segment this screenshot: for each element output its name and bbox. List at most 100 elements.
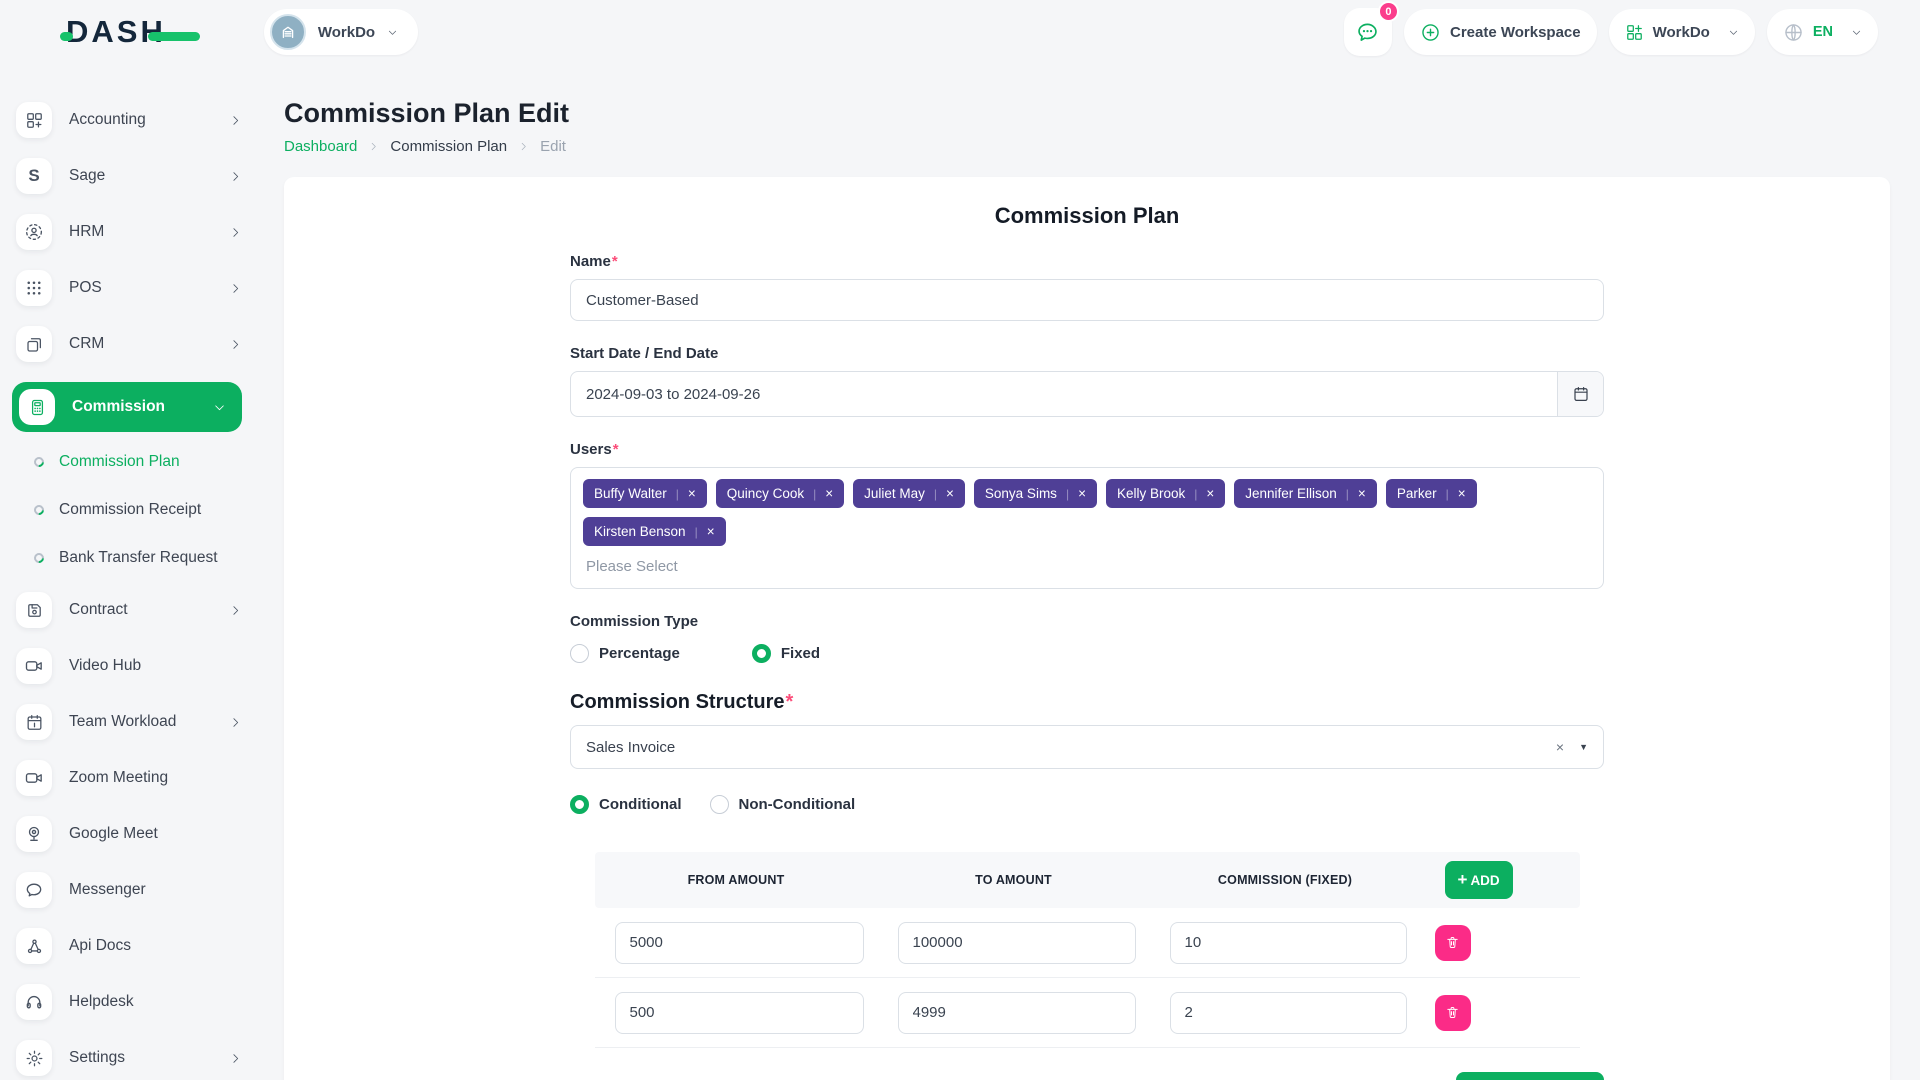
top-header: DASH WorkDo 0 Create Workspace — [0, 0, 1920, 64]
breadcrumb-dashboard-link[interactable]: Dashboard — [284, 138, 358, 155]
header-actions: 0 Create Workspace WorkDo EN — [1343, 1, 1878, 56]
to-amount-field[interactable] — [897, 921, 1136, 964]
from-amount-field[interactable] — [614, 991, 864, 1034]
remove-tag-icon[interactable]: × — [825, 485, 834, 501]
sidebar-label: HRM — [69, 223, 105, 240]
remove-tag-icon[interactable]: × — [1357, 485, 1366, 501]
create-workspace-button[interactable]: Create Workspace — [1403, 9, 1597, 55]
sidebar-item-zoom-meeting[interactable]: Zoom Meeting — [16, 760, 242, 796]
table-row — [594, 908, 1580, 978]
name-label: Name* — [570, 253, 618, 270]
workspace-avatar — [269, 14, 306, 50]
calendar-icon — [16, 704, 52, 740]
commission-plan-card: Commission Plan Name* Start Date / End D… — [284, 177, 1890, 1080]
radio-conditional[interactable]: Conditional — [570, 795, 682, 814]
radio-fixed[interactable]: Fixed — [751, 644, 820, 663]
structure-select[interactable]: Sales Invoice × ▼ — [570, 725, 1604, 769]
chat-bubble-icon — [16, 872, 52, 908]
chevron-right-icon — [229, 1052, 242, 1065]
remove-tag-icon[interactable]: × — [1206, 485, 1215, 501]
remove-tag-icon[interactable]: × — [706, 523, 715, 539]
sidebar-item-accounting[interactable]: Accounting — [16, 102, 242, 138]
column-header-to-amount: TO AMOUNT — [975, 873, 1052, 887]
bullet-icon — [31, 454, 47, 469]
sidebar-item-video-hub[interactable]: Video Hub — [16, 648, 242, 684]
column-header-commission: COMMISSION (FIXED) — [1217, 873, 1353, 887]
sidebar-subitem-commission-plan[interactable]: Commission Plan — [31, 448, 260, 475]
sidebar-item-api-docs[interactable]: Api Docs — [16, 928, 242, 964]
sidebar-item-commission[interactable]: Commission — [12, 382, 242, 432]
logo-text: DASH — [66, 14, 166, 49]
sidebar-item-pos[interactable]: POS — [16, 270, 242, 306]
breadcrumb: Dashboard Commission Plan Edit — [284, 138, 1890, 155]
to-amount-field[interactable] — [897, 991, 1136, 1034]
grid-plus-icon — [1625, 23, 1644, 42]
sidebar-item-hrm[interactable]: HRM — [16, 214, 242, 250]
remove-tag-icon[interactable]: × — [946, 485, 954, 501]
add-row-button[interactable]: + ADD — [1444, 861, 1513, 899]
globe-icon — [1783, 22, 1804, 43]
chevron-right-icon — [229, 716, 242, 729]
calendar-icon — [1573, 386, 1588, 401]
sidebar-item-crm[interactable]: CRM — [16, 326, 242, 362]
language-selector[interactable]: EN — [1766, 9, 1878, 55]
name-field[interactable] — [570, 279, 1604, 321]
radio-on-icon — [570, 795, 589, 814]
radio-off-icon — [570, 644, 589, 663]
remove-tag-icon[interactable]: × — [687, 485, 696, 501]
sidebar-subitem-commission-receipt[interactable]: Commission Receipt — [31, 496, 260, 523]
video-camera-icon — [16, 648, 52, 684]
users-label: Users* — [570, 441, 619, 458]
sidebar-item-google-meet[interactable]: Google Meet — [16, 816, 242, 852]
webcam-icon — [16, 816, 52, 852]
workspace-selector[interactable]: WorkDo — [263, 9, 419, 55]
date-range-field[interactable] — [571, 372, 1557, 416]
sidebar-item-sage[interactable]: S Sage — [16, 158, 242, 194]
select-caret-icon[interactable]: ▼ — [1579, 742, 1588, 752]
chevron-down-icon — [1851, 27, 1862, 38]
structure-select-value: Sales Invoice — [586, 738, 676, 756]
messages-button[interactable]: 0 — [1343, 1, 1399, 56]
app-menu-button[interactable]: WorkDo — [1608, 9, 1755, 55]
calculator-icon — [19, 389, 55, 425]
sidebar-item-settings[interactable]: Settings — [16, 1040, 242, 1076]
breadcrumb-commission-plan-link[interactable]: Commission Plan — [390, 138, 508, 155]
radio-percentage[interactable]: Percentage — [570, 644, 680, 663]
sidebar-label: Google Meet — [69, 825, 158, 842]
sidebar-item-helpdesk[interactable]: Helpdesk — [16, 984, 242, 1020]
remove-tag-icon[interactable]: × — [1078, 485, 1086, 501]
sidebar-label: Zoom Meeting — [69, 769, 169, 786]
pos-icon — [16, 270, 52, 306]
user-tag: Kelly Brook | × — [1105, 479, 1226, 508]
save-changes-button[interactable]: Save Changes — [1456, 1072, 1604, 1080]
user-tag: Jennifer Ellison | × — [1234, 479, 1377, 508]
chevron-right-icon — [229, 170, 242, 183]
user-tag: Juliet May | × — [853, 479, 965, 508]
sidebar-item-contract[interactable]: Contract — [16, 592, 242, 628]
sidebar-subitem-bank-transfer-request[interactable]: Bank Transfer Request — [31, 544, 260, 571]
commission-field[interactable] — [1169, 921, 1407, 964]
column-header-from-amount: FROM AMOUNT — [687, 873, 785, 887]
chat-bubble-icon — [1358, 23, 1378, 41]
sidebar-item-messenger[interactable]: Messenger — [16, 872, 242, 908]
calendar-button[interactable] — [1557, 372, 1603, 416]
radio-non-conditional[interactable]: Non-Conditional — [709, 795, 855, 814]
sidebar-label: POS — [69, 279, 102, 296]
bullet-icon — [31, 502, 47, 517]
required-asterisk: * — [611, 253, 618, 270]
clear-selection-icon[interactable]: × — [1555, 739, 1565, 755]
from-amount-field[interactable] — [614, 921, 864, 964]
commission-field[interactable] — [1169, 991, 1407, 1034]
language-label: EN — [1812, 24, 1833, 40]
required-asterisk: * — [612, 441, 619, 458]
sage-icon: S — [16, 158, 52, 194]
main-content: Commission Plan Edit Dashboard Commissio… — [260, 64, 1920, 1080]
sidebar-label: Messenger — [69, 881, 146, 898]
users-multiselect[interactable]: Buffy Walter | × Quincy Cook | × Juliet May |… — [570, 467, 1604, 589]
plus-icon: + — [1457, 869, 1468, 889]
delete-row-button[interactable] — [1434, 924, 1471, 961]
sidebar-item-team-workload[interactable]: Team Workload — [16, 704, 242, 740]
delete-row-button[interactable] — [1434, 994, 1471, 1031]
sidebar-sublabel: Commission Plan — [59, 452, 180, 470]
remove-tag-icon[interactable]: × — [1457, 485, 1466, 501]
